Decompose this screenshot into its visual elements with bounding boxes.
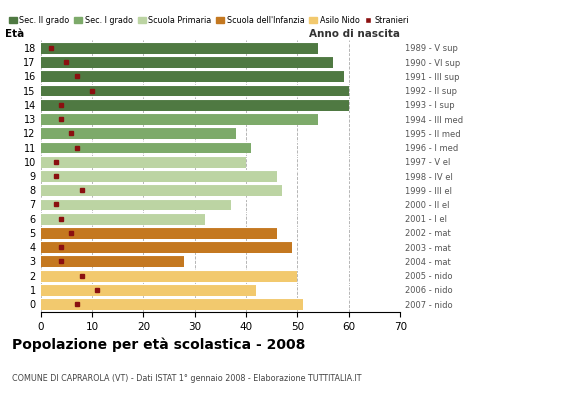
Bar [41,42,318,54]
Bar [41,241,292,253]
Bar [41,70,344,82]
Bar [41,227,277,239]
Bar [41,284,256,296]
Bar [41,113,318,125]
Bar [41,142,251,153]
Bar [41,184,282,196]
Bar [41,156,246,168]
Bar [41,256,184,267]
Bar [41,128,236,139]
Legend: Sec. II grado, Sec. I grado, Scuola Primaria, Scuola dell'Infanzia, Asilo Nido, : Sec. II grado, Sec. I grado, Scuola Prim… [9,16,409,25]
Bar [41,85,349,96]
Text: COMUNE DI CAPRAROLA (VT) - Dati ISTAT 1° gennaio 2008 - Elaborazione TUTTITALIA.: COMUNE DI CAPRAROLA (VT) - Dati ISTAT 1°… [12,374,361,383]
Bar [41,213,205,224]
Bar [41,298,303,310]
Bar [41,56,333,68]
Text: Popolazione per età scolastica - 2008: Popolazione per età scolastica - 2008 [12,338,305,352]
Bar [41,199,231,210]
Text: Anno di nascita: Anno di nascita [309,29,400,39]
Bar [41,270,298,282]
Bar [41,99,349,111]
Bar [41,170,277,182]
Text: Età: Età [5,29,24,39]
